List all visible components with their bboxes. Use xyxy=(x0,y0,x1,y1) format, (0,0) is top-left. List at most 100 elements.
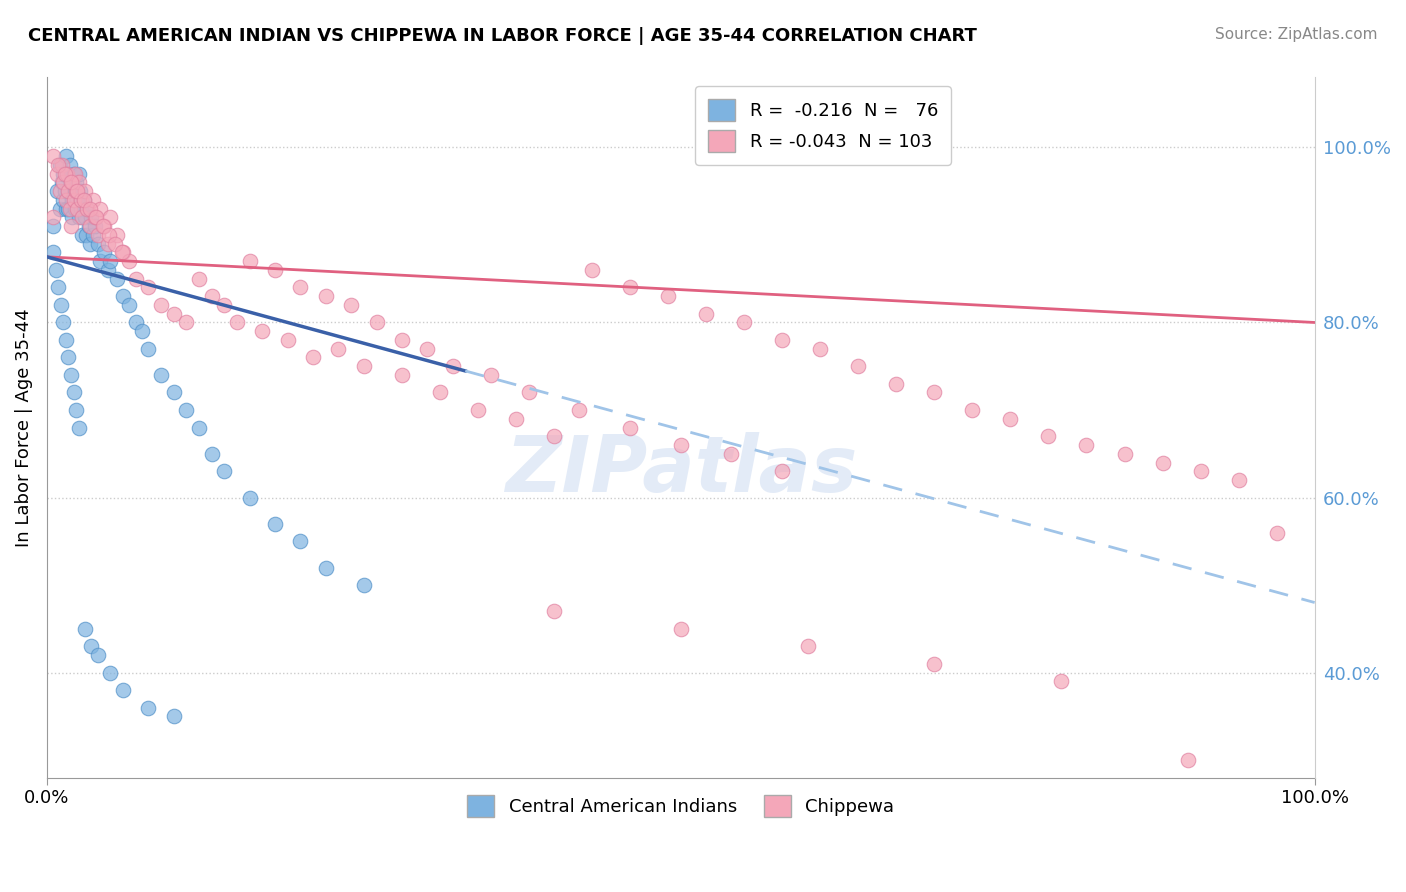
Text: ZIPatlas: ZIPatlas xyxy=(505,432,856,508)
Point xyxy=(67,211,90,225)
Point xyxy=(58,351,80,365)
Point xyxy=(505,411,527,425)
Point xyxy=(93,219,115,234)
Point xyxy=(1189,464,1212,478)
Point xyxy=(77,219,100,234)
Point xyxy=(924,657,946,671)
Point xyxy=(441,359,464,374)
Text: Source: ZipAtlas.com: Source: ZipAtlas.com xyxy=(1215,27,1378,42)
Point xyxy=(42,149,65,163)
Point xyxy=(65,176,87,190)
Point xyxy=(60,211,83,225)
Point xyxy=(97,236,120,251)
Point xyxy=(201,447,224,461)
Point xyxy=(1076,438,1098,452)
Point xyxy=(97,263,120,277)
Point xyxy=(1050,674,1073,689)
Point xyxy=(429,385,451,400)
Point xyxy=(59,368,82,382)
Point xyxy=(467,403,489,417)
Point xyxy=(315,560,337,574)
Point xyxy=(72,227,94,242)
Point xyxy=(67,176,90,190)
Point xyxy=(59,219,82,234)
Point xyxy=(89,254,111,268)
Point xyxy=(69,184,91,198)
Point xyxy=(302,351,325,365)
Point xyxy=(136,342,159,356)
Point xyxy=(79,219,101,234)
Point xyxy=(59,202,82,216)
Point xyxy=(657,289,679,303)
Point xyxy=(58,202,80,216)
Point xyxy=(42,211,65,225)
Point xyxy=(51,158,73,172)
Point xyxy=(80,640,103,654)
Point xyxy=(48,202,70,216)
Point xyxy=(82,227,104,242)
Point xyxy=(66,184,89,198)
Point xyxy=(111,245,134,260)
Y-axis label: In Labor Force | Age 35-44: In Labor Force | Age 35-44 xyxy=(15,309,32,547)
Point xyxy=(118,254,141,268)
Point xyxy=(1177,753,1199,767)
Point xyxy=(66,193,89,207)
Point xyxy=(1114,447,1136,461)
Point xyxy=(56,167,79,181)
Point xyxy=(105,227,128,242)
Point xyxy=(214,464,236,478)
Point xyxy=(340,298,363,312)
Point xyxy=(962,403,984,417)
Point xyxy=(543,604,565,618)
Legend: Central American Indians, Chippewa: Central American Indians, Chippewa xyxy=(460,788,901,824)
Point xyxy=(89,202,111,216)
Point xyxy=(67,420,90,434)
Point xyxy=(55,193,77,207)
Point xyxy=(58,184,80,198)
Point xyxy=(63,184,86,198)
Point xyxy=(239,254,262,268)
Point xyxy=(98,227,121,242)
Point xyxy=(104,236,127,251)
Point xyxy=(46,158,69,172)
Point xyxy=(111,289,134,303)
Point xyxy=(52,167,75,181)
Point xyxy=(105,271,128,285)
Point xyxy=(55,149,77,163)
Point xyxy=(65,184,87,198)
Point xyxy=(517,385,540,400)
Point xyxy=(264,263,287,277)
Point xyxy=(188,420,211,434)
Point xyxy=(163,385,186,400)
Point xyxy=(353,578,375,592)
Point xyxy=(84,219,107,234)
Point xyxy=(136,280,159,294)
Text: CENTRAL AMERICAN INDIAN VS CHIPPEWA IN LABOR FORCE | AGE 35-44 CORRELATION CHART: CENTRAL AMERICAN INDIAN VS CHIPPEWA IN L… xyxy=(28,27,977,45)
Point xyxy=(52,176,75,190)
Point xyxy=(60,193,83,207)
Point xyxy=(46,167,69,181)
Point xyxy=(84,211,107,225)
Point xyxy=(315,289,337,303)
Point xyxy=(73,184,96,198)
Point xyxy=(277,333,299,347)
Point xyxy=(770,333,793,347)
Point xyxy=(239,491,262,505)
Point xyxy=(619,420,641,434)
Point xyxy=(124,271,146,285)
Point xyxy=(328,342,350,356)
Point xyxy=(290,280,312,294)
Point xyxy=(1038,429,1060,443)
Point xyxy=(720,447,742,461)
Point xyxy=(62,193,84,207)
Point xyxy=(72,211,94,225)
Point xyxy=(70,193,93,207)
Point xyxy=(53,167,76,181)
Point xyxy=(48,184,70,198)
Point xyxy=(56,167,79,181)
Point xyxy=(252,324,274,338)
Point xyxy=(353,359,375,374)
Point xyxy=(391,333,413,347)
Point xyxy=(73,622,96,636)
Point xyxy=(770,464,793,478)
